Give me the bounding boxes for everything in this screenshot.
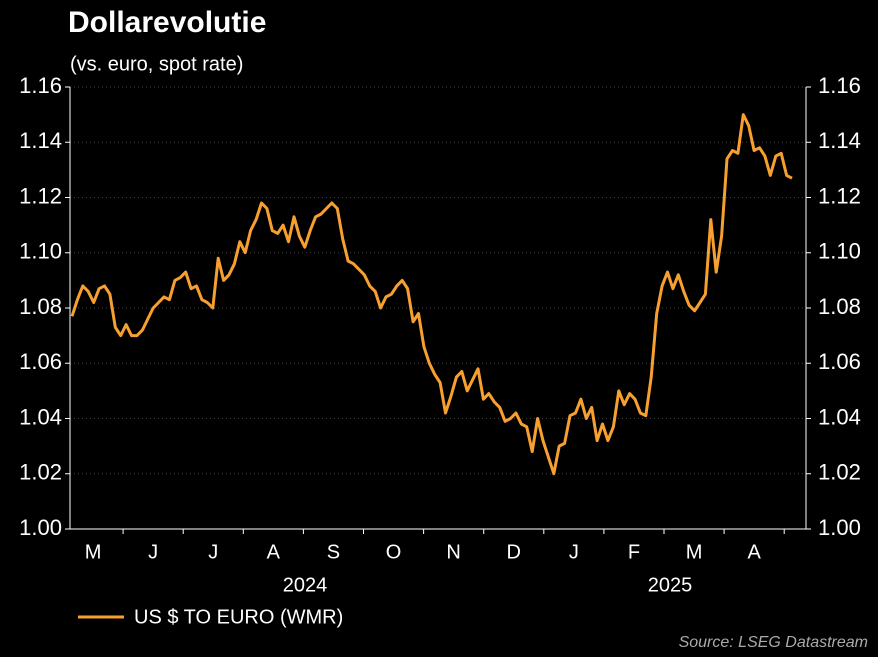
y-tick-label: 1.12	[19, 183, 62, 208]
y-tick-label: 1.04	[19, 404, 62, 429]
y2-tick-label: 1.16	[818, 73, 861, 98]
chart-subtitle: (vs. euro, spot rate)	[70, 53, 243, 75]
x-tick-label: A	[267, 541, 281, 563]
y-tick-label: 1.06	[19, 349, 62, 374]
x-tick-label: F	[628, 541, 640, 563]
x-tick-label: N	[446, 541, 460, 563]
x-tick-label: M	[85, 541, 102, 563]
legend-label: US $ TO EURO (WMR)	[134, 606, 343, 628]
x-tick-label: O	[386, 541, 402, 563]
y-tick-label: 1.00	[19, 515, 62, 540]
year-label: 2025	[648, 574, 693, 596]
year-label: 2024	[283, 574, 328, 596]
x-tick-label: J	[208, 541, 218, 563]
x-tick-label: S	[327, 541, 340, 563]
y-tick-label: 1.14	[19, 128, 62, 153]
y-tick-label: 1.16	[19, 73, 62, 98]
x-tick-label: D	[507, 541, 521, 563]
y-tick-label: 1.02	[19, 460, 62, 485]
x-tick-label: A	[747, 541, 761, 563]
x-tick-label: M	[686, 541, 703, 563]
y2-tick-label: 1.08	[818, 294, 861, 319]
y2-tick-label: 1.04	[818, 404, 861, 429]
chart-title: Dollarevolutie	[68, 6, 266, 39]
y2-tick-label: 1.00	[818, 515, 861, 540]
y2-tick-label: 1.12	[818, 183, 861, 208]
y-tick-label: 1.10	[19, 239, 62, 264]
source: Source: LSEG Datastream	[679, 634, 868, 651]
line-series	[70, 113, 793, 476]
y2-tick-label: 1.14	[818, 128, 861, 153]
x-tick-label: J	[148, 541, 158, 563]
x-tick-label: J	[569, 541, 579, 563]
y2-tick-label: 1.06	[818, 349, 861, 374]
y2-tick-label: 1.02	[818, 460, 861, 485]
y2-tick-label: 1.10	[818, 239, 861, 264]
y-tick-label: 1.08	[19, 294, 62, 319]
